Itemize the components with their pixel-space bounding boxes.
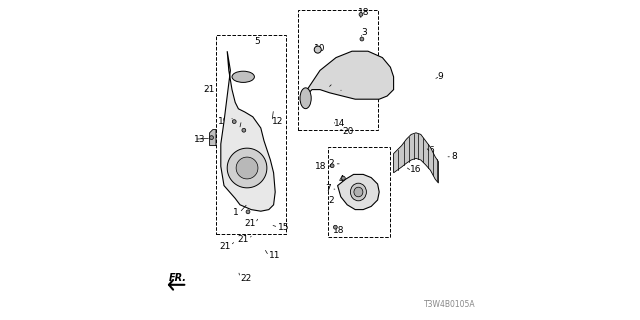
Text: 21: 21 — [237, 236, 249, 244]
Polygon shape — [210, 130, 216, 146]
Text: 18: 18 — [315, 162, 326, 171]
Polygon shape — [236, 157, 258, 179]
Text: 18: 18 — [358, 8, 370, 17]
Text: 2: 2 — [329, 159, 334, 168]
Circle shape — [330, 164, 334, 168]
Text: 1: 1 — [233, 125, 239, 134]
Ellipse shape — [351, 183, 367, 201]
Text: 9: 9 — [438, 72, 443, 81]
Circle shape — [242, 128, 246, 132]
Ellipse shape — [354, 187, 363, 197]
Text: 3: 3 — [361, 28, 367, 36]
Ellipse shape — [232, 71, 254, 83]
Text: 1: 1 — [233, 208, 239, 217]
Text: 4: 4 — [330, 82, 335, 91]
Polygon shape — [394, 133, 438, 183]
Text: 17: 17 — [344, 86, 355, 95]
Text: 16: 16 — [410, 165, 421, 174]
Text: 18: 18 — [333, 226, 344, 235]
Circle shape — [333, 225, 337, 229]
Circle shape — [359, 12, 363, 16]
Text: 21: 21 — [219, 242, 230, 251]
Polygon shape — [227, 148, 267, 188]
Text: FR.: FR. — [169, 273, 187, 283]
Text: 5: 5 — [254, 37, 260, 46]
Circle shape — [232, 120, 236, 124]
Text: 21: 21 — [244, 220, 255, 228]
Text: 10: 10 — [314, 44, 325, 52]
Circle shape — [210, 136, 214, 140]
Text: 15: 15 — [278, 223, 289, 232]
Ellipse shape — [300, 88, 311, 109]
Text: 14: 14 — [334, 119, 346, 128]
Text: 2: 2 — [329, 196, 334, 204]
Text: 11: 11 — [269, 252, 280, 260]
Text: 13: 13 — [193, 135, 205, 144]
Circle shape — [360, 37, 364, 41]
Text: 12: 12 — [272, 117, 284, 126]
Polygon shape — [221, 51, 275, 211]
Text: 21: 21 — [204, 85, 214, 94]
Polygon shape — [338, 174, 380, 210]
Circle shape — [342, 176, 346, 180]
Circle shape — [246, 210, 250, 214]
Text: 20: 20 — [342, 127, 354, 136]
Text: 19: 19 — [218, 117, 230, 126]
Text: 7: 7 — [326, 184, 332, 193]
Text: 22: 22 — [240, 274, 252, 283]
Text: 8: 8 — [452, 152, 458, 161]
Text: 6: 6 — [428, 146, 434, 155]
Text: T3W4B0105A: T3W4B0105A — [424, 300, 475, 309]
Text: 4: 4 — [339, 175, 344, 184]
Polygon shape — [301, 51, 394, 102]
Ellipse shape — [314, 46, 321, 53]
